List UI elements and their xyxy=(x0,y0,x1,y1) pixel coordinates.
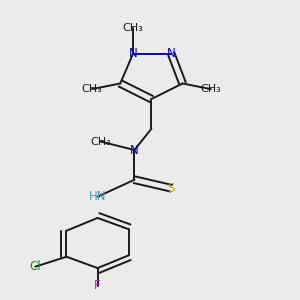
Text: CH₃: CH₃ xyxy=(200,84,221,94)
Text: F: F xyxy=(94,279,101,292)
Text: N: N xyxy=(167,47,176,60)
Text: S: S xyxy=(167,182,175,195)
Text: N: N xyxy=(129,47,137,60)
Text: CH₃: CH₃ xyxy=(82,84,102,94)
Text: Cl: Cl xyxy=(29,260,41,273)
Text: N: N xyxy=(130,143,139,157)
Text: CH₃: CH₃ xyxy=(123,23,143,33)
Text: CH₃: CH₃ xyxy=(90,136,111,146)
Text: HN: HN xyxy=(89,190,106,203)
